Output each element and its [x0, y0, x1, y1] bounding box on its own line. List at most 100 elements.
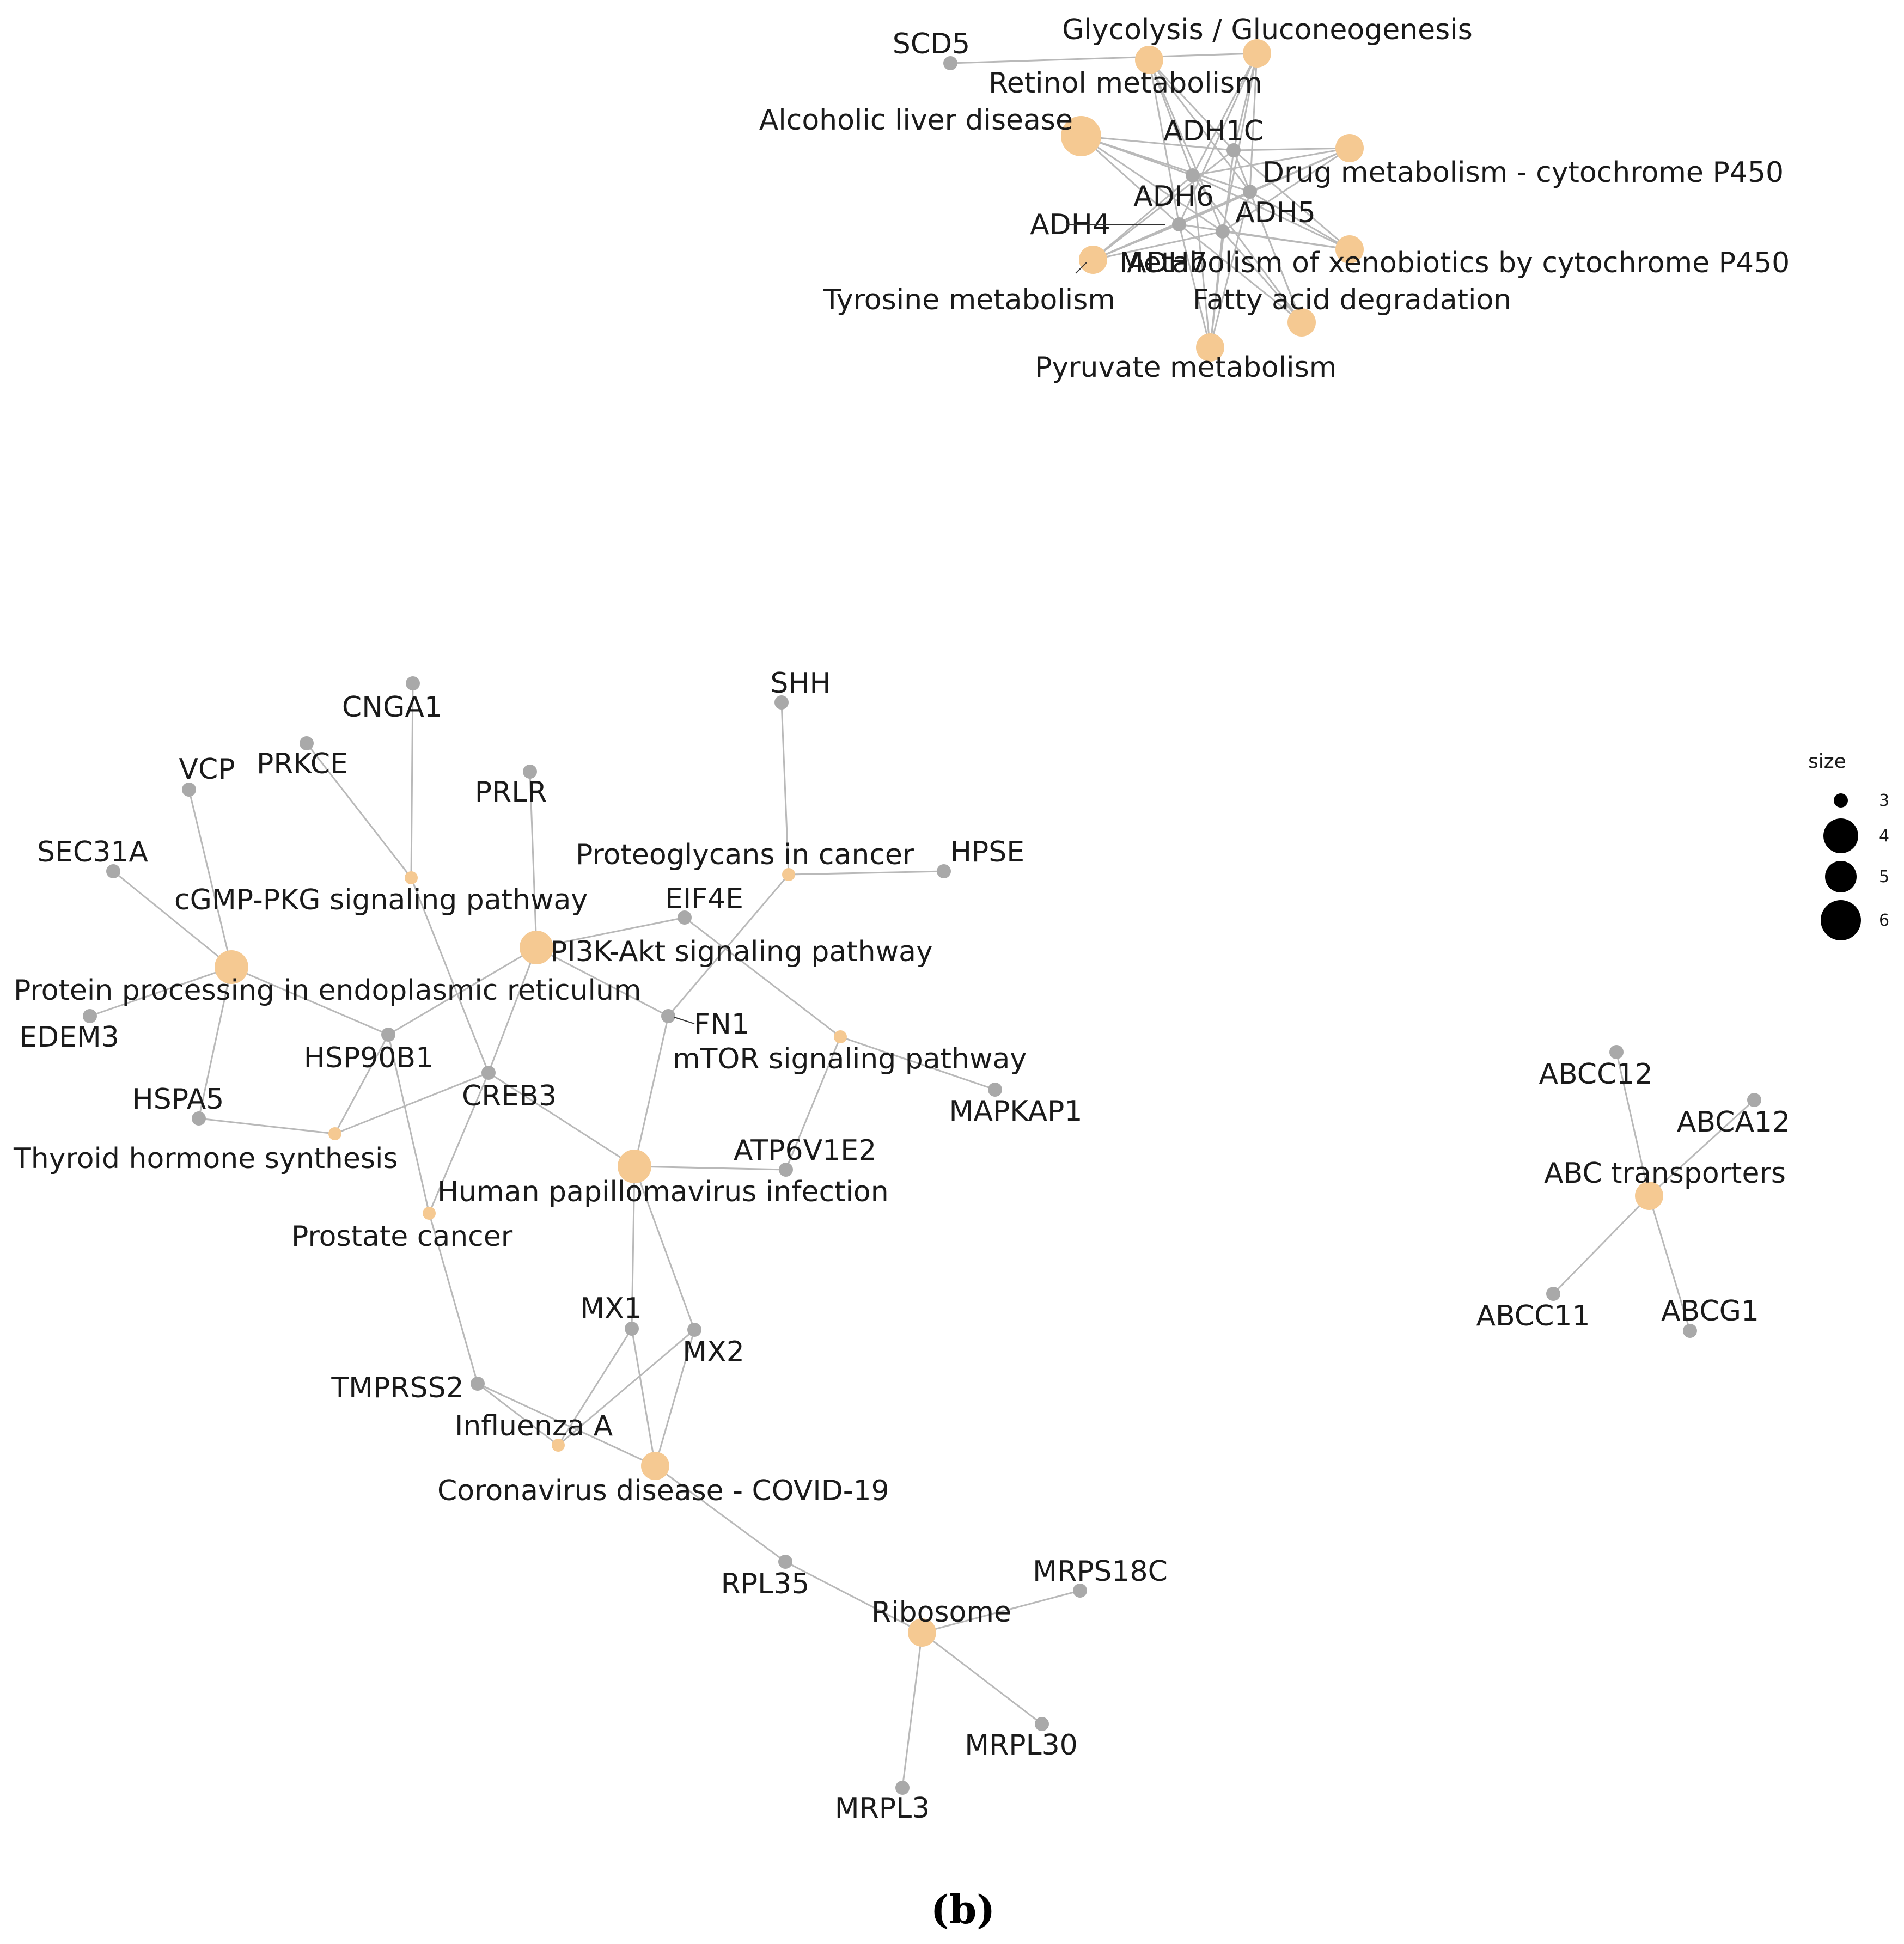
gene-node-vcp[interactable]: [182, 783, 196, 797]
pathway-node-cgmp-pkg-signaling-pathway[interactable]: [405, 871, 418, 884]
pathway-node-mtor-signaling-pathway[interactable]: [834, 1030, 847, 1043]
pathway-node-retinol-metabolism[interactable]: [1243, 39, 1271, 68]
gene-node-adh5[interactable]: [1243, 185, 1257, 199]
pathway-node-prostate-cancer[interactable]: [423, 1207, 436, 1220]
gene-node-mx1[interactable]: [625, 1322, 639, 1336]
edge-adh7-alcoholic: [1081, 135, 1223, 233]
gene-node-hpse[interactable]: [937, 864, 951, 878]
gene-node-fn1[interactable]: [661, 1009, 675, 1023]
pathway-label-ribosome: Ribosome: [871, 1596, 1011, 1629]
gene-node-sec31a[interactable]: [106, 864, 120, 878]
edge-mtor-mapkap1: [840, 1036, 996, 1091]
gene-label-mrps18c: MRPS18C: [1033, 1555, 1168, 1588]
gene-label-prkce: PRKCE: [257, 748, 348, 780]
gene-node-abcc11[interactable]: [1546, 1287, 1560, 1301]
pathway-node-glycolysis-gluconeogenesis[interactable]: [1135, 46, 1163, 74]
edge-adh7-fatty: [1222, 231, 1303, 323]
gene-label-fn1: FN1: [694, 1008, 749, 1041]
gene-node-adh7[interactable]: [1216, 224, 1230, 239]
gene-node-tmprss2[interactable]: [471, 1377, 485, 1391]
pathway-node-metabolism-of-xenobiotics-by-cytochrome-p450[interactable]: [1335, 235, 1364, 264]
edge-creb3-hpv: [488, 1072, 635, 1167]
edge-hspa5-protein-er: [198, 967, 233, 1119]
pathway-label-cgmp-pkg-signaling-pathway: cGMP-PKG signaling pathway: [174, 884, 588, 916]
gene-node-shh[interactable]: [774, 695, 789, 710]
edge-abcc11-abc: [1552, 1195, 1650, 1295]
pathway-node-coronavirus-disease-covid-19[interactable]: [641, 1452, 669, 1480]
pathway-node-pyruvate-metabolism[interactable]: [1196, 333, 1224, 362]
gene-node-abcg1[interactable]: [1683, 1324, 1697, 1338]
edge-adh1c-tyrosine: [1093, 149, 1234, 261]
size-legend: size 3 4 5 6: [1808, 750, 1889, 940]
edge-adh4-pyruvate: [1178, 224, 1211, 348]
gene-label-shh: SHH: [770, 667, 831, 700]
gene-label-abca12: ABCA12: [1677, 1106, 1790, 1139]
pathway-node-abc-transporters[interactable]: [1635, 1182, 1663, 1210]
pathway-label-human-papillomavirus-infection: Human papillomavirus infection: [437, 1176, 889, 1208]
gene-label-abcc11: ABCC11: [1476, 1300, 1590, 1332]
pathway-node-human-papillomavirus-infection[interactable]: [618, 1150, 651, 1183]
pathway-node-ribosome[interactable]: [908, 1618, 936, 1647]
gene-label-scd5: SCD5: [893, 28, 970, 60]
gene-label-edem3: EDEM3: [19, 1021, 119, 1054]
label-leader-1: [674, 1017, 695, 1024]
gene-node-adh4[interactable]: [1172, 217, 1186, 231]
pathway-node-proteoglycans-in-cancer[interactable]: [782, 868, 795, 881]
pathway-node-drug-metabolism-cytochrome-p450[interactable]: [1335, 134, 1364, 162]
gene-node-edem3[interactable]: [83, 1009, 97, 1023]
edge-abca12-abc: [1648, 1099, 1755, 1197]
legend-label-5: 5: [1879, 867, 1889, 887]
pathway-node-pi3k-akt-signaling-pathway[interactable]: [520, 931, 553, 964]
edge-adh7-xeno-p450: [1222, 230, 1350, 250]
legend-title: size: [1808, 750, 1846, 773]
edge-vcp-protein-er: [188, 789, 233, 968]
gene-node-rpl35[interactable]: [778, 1555, 792, 1569]
edge-mrps18c-ribosome: [922, 1590, 1081, 1634]
edge-tmprss2-covid: [477, 1383, 656, 1467]
edge-cgmp-creb3: [410, 877, 490, 1073]
edge-shh-proteo: [780, 702, 790, 875]
pathway-label-fatty-acid-degradation: Fatty acid degradation: [1193, 284, 1511, 316]
label-leader-2: [1075, 262, 1087, 274]
pathway-label-mtor-signaling-pathway: mTOR signaling pathway: [673, 1043, 1027, 1075]
gene-node-hsp90b1[interactable]: [381, 1028, 395, 1042]
pathway-label-abc-transporters: ABC transporters: [1544, 1157, 1786, 1190]
gene-node-mrpl30[interactable]: [1035, 1717, 1049, 1731]
edge-prkce-cgmp: [306, 743, 412, 878]
gene-node-abca12[interactable]: [1747, 1093, 1761, 1107]
pathway-label-retinol-metabolism: Retinol metabolism: [988, 67, 1262, 100]
edge-hspa5-thyroid: [198, 1117, 335, 1135]
pathway-node-influenza-a[interactable]: [552, 1439, 565, 1452]
gene-label-cnga1: CNGA1: [342, 691, 442, 724]
gene-node-prlr[interactable]: [523, 765, 537, 779]
pathway-label-proteoglycans-in-cancer: Proteoglycans in cancer: [576, 839, 914, 871]
gene-label-creb3: CREB3: [462, 1080, 557, 1112]
edge-adh6-tyrosine: [1093, 174, 1193, 261]
pathway-node-alcoholic-liver-disease[interactable]: [1061, 116, 1101, 156]
gene-node-cnga1[interactable]: [406, 676, 420, 690]
gene-label-mapkap1: MAPKAP1: [949, 1095, 1083, 1128]
pathway-node-tyrosine-metabolism[interactable]: [1079, 246, 1107, 274]
gene-node-mrpl3[interactable]: [895, 1781, 910, 1795]
pathway-node-thyroid-hormone-synthesis[interactable]: [328, 1127, 341, 1140]
gene-node-atp6v1e2[interactable]: [779, 1163, 793, 1177]
pathway-node-fatty-acid-degradation[interactable]: [1287, 308, 1316, 337]
edge-protein-er-hsp90b1: [231, 966, 389, 1036]
gene-node-eif4e[interactable]: [678, 910, 692, 925]
gene-node-mx2[interactable]: [687, 1323, 701, 1337]
edge-covid-rpl35: [655, 1465, 786, 1563]
gene-node-prkce[interactable]: [300, 736, 314, 750]
gene-label-hpse: HPSE: [950, 836, 1024, 869]
edge-hpv-mx2: [633, 1166, 695, 1330]
gene-node-adh1c[interactable]: [1226, 143, 1241, 157]
gene-node-creb3[interactable]: [481, 1066, 496, 1080]
gene-node-mrps18c[interactable]: [1073, 1584, 1087, 1598]
gene-node-mapkap1[interactable]: [988, 1083, 1002, 1097]
pathway-node-protein-processing-in-endoplasmic-reticulum[interactable]: [215, 950, 248, 984]
edge-adh6-fatty: [1192, 175, 1303, 323]
gene-node-abcc12[interactable]: [1609, 1045, 1624, 1059]
label-layer: Glycolysis / Gluconeogenesis Retinol meta…: [13, 14, 1790, 1825]
gene-node-hspa5[interactable]: [192, 1111, 206, 1126]
gene-node-adh6[interactable]: [1186, 168, 1200, 182]
gene-node-scd5[interactable]: [943, 56, 957, 70]
